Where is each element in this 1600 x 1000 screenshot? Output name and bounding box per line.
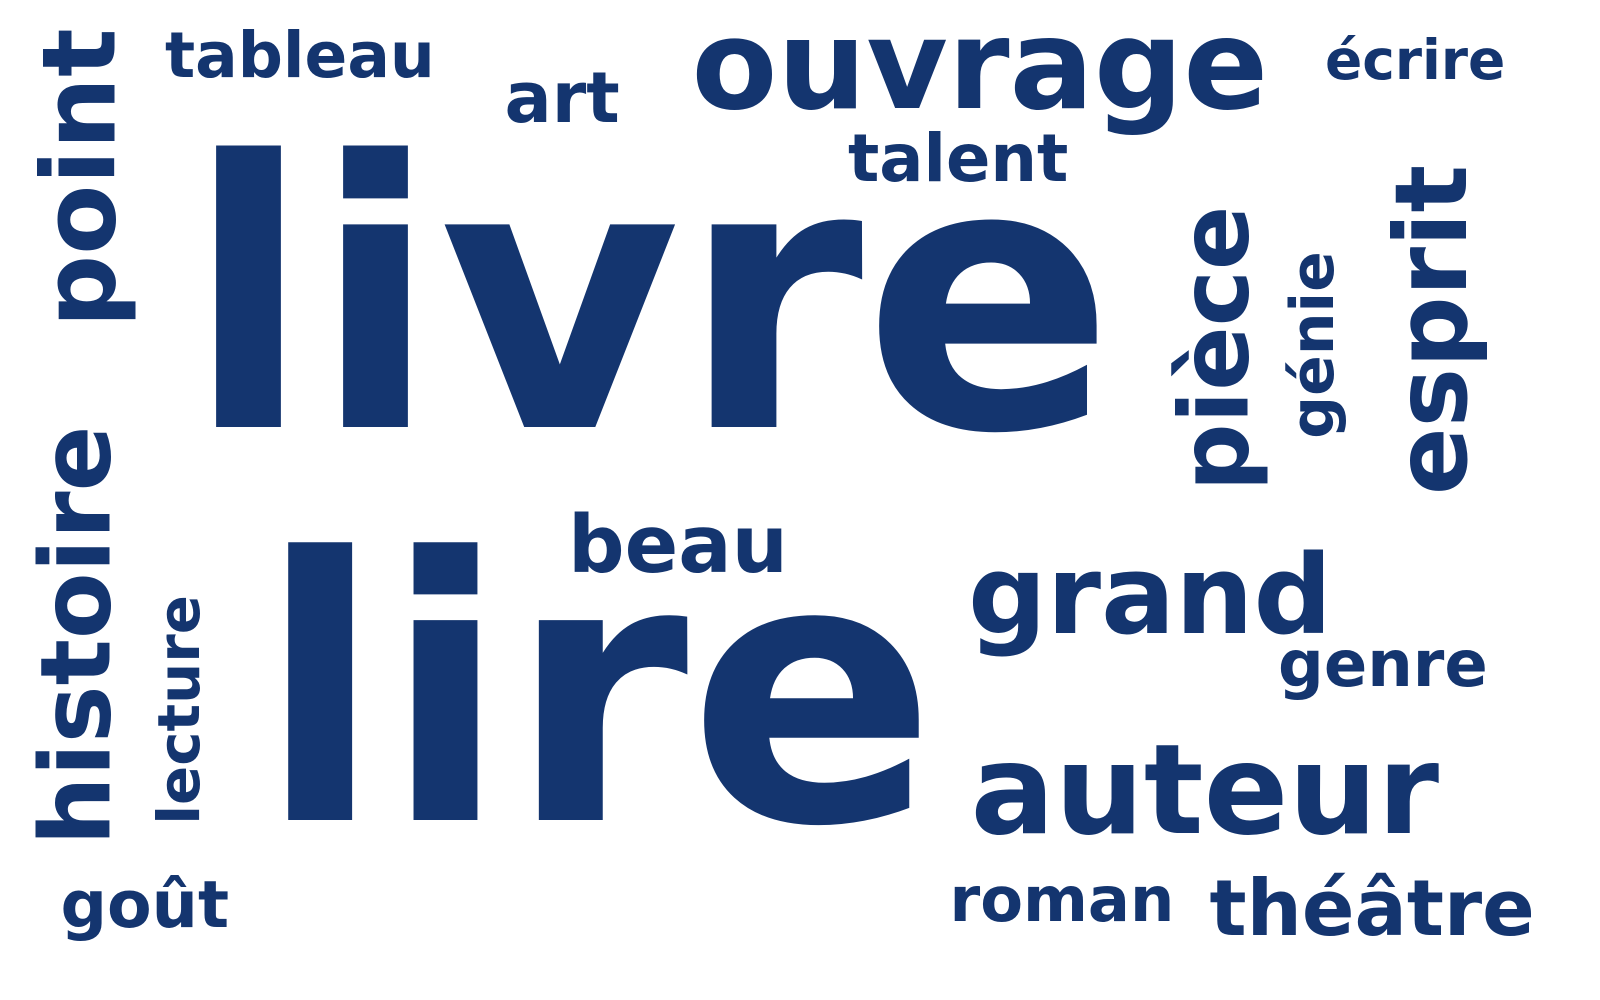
- word-talent: talent: [848, 121, 1069, 197]
- word-beau: beau: [568, 498, 788, 591]
- word-auteur: auteur: [970, 717, 1440, 863]
- word-lire: lire: [257, 482, 937, 907]
- word-genre: genre: [1278, 628, 1488, 702]
- word-gout: goût: [60, 867, 230, 943]
- word-genie: génie: [1277, 251, 1348, 439]
- word-livre: livre: [185, 83, 1115, 515]
- word-point: point: [20, 28, 140, 328]
- word-grand: grand: [968, 531, 1333, 659]
- word-piece: pièce: [1160, 205, 1271, 491]
- word-ecrire: écrire: [1325, 27, 1506, 92]
- word-theatre: théâtre: [1209, 864, 1535, 954]
- word-esprit: esprit: [1373, 164, 1491, 496]
- word-ouvrage: ouvrage: [691, 0, 1269, 138]
- word-art: art: [504, 57, 620, 139]
- word-histoire: histoire: [19, 425, 133, 845]
- word-lecture: lecture: [144, 595, 213, 825]
- word-tableau: tableau: [165, 17, 435, 92]
- word-roman: roman: [949, 863, 1175, 936]
